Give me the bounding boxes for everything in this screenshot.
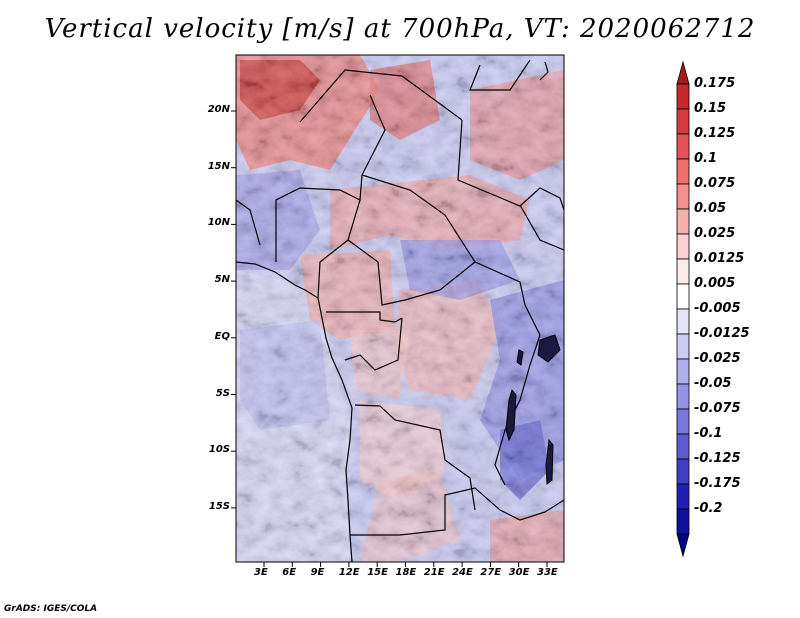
colorbar-segment <box>676 533 690 558</box>
colorbar-segment <box>676 483 690 510</box>
colorbar-label: 0.0125 <box>694 251 745 266</box>
lat-label: EQ <box>214 330 230 342</box>
border-libya-sudan <box>457 119 564 211</box>
coast-north <box>539 61 549 81</box>
lon-label: 27E <box>480 567 502 578</box>
border-namibia-zambia <box>350 487 501 536</box>
colorbar-label: -0.005 <box>694 301 741 316</box>
colorbar-segment <box>676 60 690 85</box>
lon-label: 15E <box>367 567 388 578</box>
colorbar-segment <box>676 133 690 160</box>
lat-label: 15N <box>207 160 230 172</box>
border-egypt <box>469 59 531 91</box>
colorbar-label: -0.125 <box>694 451 741 466</box>
colorbar-label: -0.0125 <box>694 326 750 341</box>
footer-credit: GrADS: IGES/COLA <box>4 604 98 614</box>
border-car <box>347 239 526 306</box>
colorbar-segment <box>676 458 690 485</box>
chart-title: Vertical velocity [m/s] at 700hPa, VT: 2… <box>44 14 756 44</box>
colorbar-label: 0.175 <box>694 76 736 91</box>
colorbar-label: -0.05 <box>694 376 732 391</box>
lat-ticks <box>231 110 236 509</box>
colorbar-label: -0.175 <box>694 476 741 491</box>
colorbar-segment <box>676 158 690 185</box>
colorbar-segment <box>676 408 690 435</box>
lat-label: 20N <box>207 104 230 115</box>
border-chad <box>361 174 476 263</box>
colorbar-segment <box>676 433 690 460</box>
border-drc-east <box>494 304 541 486</box>
colorbar-label: 0.125 <box>694 126 736 141</box>
border-angola <box>354 404 476 511</box>
colorbar-label: -0.025 <box>694 351 741 366</box>
colorbar-label: 0.075 <box>694 176 736 191</box>
colorbar-segment <box>676 208 690 235</box>
lat-label: 15S <box>208 500 230 512</box>
colorbar-label: 0.025 <box>694 226 736 241</box>
border-algeria <box>299 69 463 123</box>
lon-label: 24E <box>452 567 473 578</box>
lake-tanganyika <box>505 388 517 442</box>
borders <box>236 59 564 562</box>
lon-label: 21E <box>423 567 445 578</box>
velocity-field <box>236 55 564 562</box>
colorbar-segment <box>676 508 690 535</box>
border-congo-drc <box>344 317 403 371</box>
field-noise <box>236 55 564 562</box>
border-cameroon <box>317 199 361 299</box>
map-frame <box>235 54 565 563</box>
lon-label: 9E <box>310 567 325 578</box>
lakes <box>505 334 561 485</box>
lat-label: 5N <box>214 274 230 286</box>
colorbar-segment <box>676 383 690 410</box>
colorbar-segment <box>676 283 690 310</box>
lon-label: 18E <box>395 567 417 578</box>
lon-label: 30E <box>508 567 530 578</box>
lake-malawi <box>545 438 554 485</box>
border-gabon-congo <box>326 311 403 323</box>
colorbar-segment <box>676 333 690 360</box>
colorbar-segment <box>676 83 690 110</box>
border-nigeria <box>275 187 341 262</box>
colorbar-segment <box>676 108 690 135</box>
coastline-west <box>236 261 353 562</box>
lon-label: 33E <box>537 567 558 578</box>
colorbar-segment <box>676 183 690 210</box>
lake-kivu <box>516 349 524 366</box>
border-sudan-ethiopia <box>519 204 564 251</box>
colorbar-segment <box>676 233 690 260</box>
colorbar-label: -0.1 <box>694 426 723 441</box>
colorbar-segment <box>676 358 690 385</box>
colorbar-segment <box>676 258 690 285</box>
colorbar-label: 0.05 <box>694 201 727 216</box>
border-zimbabwe <box>499 499 564 521</box>
colorbar-segment <box>676 308 690 335</box>
lon-label: 3E <box>254 567 268 578</box>
lon-label: 6E <box>282 567 297 578</box>
colorbar-label: 0.1 <box>694 151 718 166</box>
colorbar-label: -0.075 <box>694 401 741 416</box>
lat-label: 10S <box>208 444 230 456</box>
lon-ticks <box>263 562 548 567</box>
lat-label: 10N <box>207 217 230 229</box>
lat-label: 5S <box>215 387 230 399</box>
colorbar-label: 0.15 <box>694 101 727 116</box>
lake-victoria <box>537 334 561 363</box>
colorbar-label: -0.2 <box>694 501 723 516</box>
border-benin <box>236 199 261 246</box>
lon-label: 12E <box>338 567 360 578</box>
colorbar-label: 0.005 <box>694 276 736 291</box>
colorbar <box>676 60 690 558</box>
